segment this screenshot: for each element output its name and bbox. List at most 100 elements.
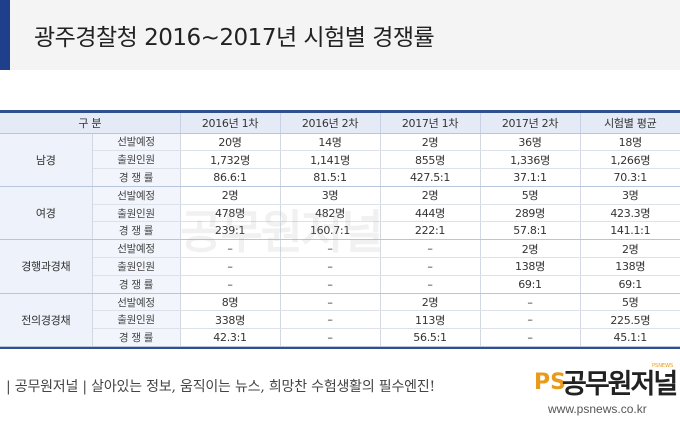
value-cell: 45.1:1 [580, 328, 680, 348]
value-cell: 160.7:1 [280, 221, 381, 241]
value-cell: 5명 [580, 293, 680, 312]
value-cell: 423.3명 [580, 204, 680, 223]
row-label: 선발예정 [92, 293, 181, 312]
value-cell: 1,336명 [480, 150, 581, 170]
table-row: 남경 선발예정 20명 14명 2명 36명 18명 [0, 133, 680, 187]
value-cell: 42.3:1 [180, 328, 281, 348]
value-cell: – [380, 239, 481, 259]
table-header-row: 구 분 2016년 1차 2016년 2차 2017년 1차 2017년 2차 … [0, 113, 680, 134]
row-label: 선발예정 [92, 133, 181, 152]
value-cell: – [380, 257, 481, 276]
header-accent-bar [0, 0, 10, 70]
logo-subtext: PSNEWS [652, 363, 674, 369]
value-cell: 1,266명 [580, 150, 680, 170]
value-cell: 239:1 [180, 221, 281, 241]
value-cell: 37.1:1 [480, 168, 581, 187]
table-row: 전의경경채 선발예정 8명 –2명 –5명 [0, 293, 680, 348]
footer-url: www.psnews.co.kr [548, 402, 647, 416]
value-cell: 855명 [380, 150, 481, 170]
value-cell: 2명 [580, 239, 680, 259]
table-row: 출원인원 478명 482명 444명 289명 423.3명 [0, 204, 680, 223]
page-title: 광주경찰청 2016~2017년 시험별 경쟁률 [34, 25, 435, 51]
value-cell: – [280, 239, 381, 259]
value-cell: 225.5명 [580, 310, 680, 330]
footer-slogan: | 공무원저널 | 살아있는 정보, 움직이는 뉴스, 희망찬 수험생활의 필수… [6, 379, 435, 395]
value-cell: 444명 [380, 204, 481, 223]
header-cell-2017-2: 2017년 2차 [480, 113, 581, 134]
value-cell: 3명 [280, 186, 381, 205]
value-cell: 138명 [580, 257, 680, 276]
table-row: 출원인원 – – –138명 138명 [0, 257, 680, 276]
header-cell-category: 구 분 [0, 113, 181, 134]
table-row: 경 쟁 률 42.3:1–56.5:1–45.1:1 [0, 328, 680, 348]
value-cell: 36명 [480, 133, 581, 152]
group-label: 전의경경채 [0, 293, 93, 348]
table-row: 경 쟁 률 – – –69:1 69:1 [0, 275, 680, 294]
value-cell: 427.5:1 [380, 168, 481, 187]
value-cell: 289명 [480, 204, 581, 223]
value-cell: – [180, 257, 281, 276]
value-cell: 478명 [180, 204, 281, 223]
value-cell: 14명 [280, 133, 381, 152]
header: 광주경찰청 2016~2017년 시험별 경쟁률 [0, 0, 680, 70]
value-cell: 69:1 [480, 275, 581, 294]
row-label: 선발예정 [92, 186, 181, 205]
value-cell: 20명 [180, 133, 281, 152]
row-label: 경 쟁 률 [92, 328, 181, 348]
header-cell-2016-2: 2016년 2차 [280, 113, 381, 134]
table-body: 남경 선발예정 20명 14명 2명 36명 18명 출원인원 1,732명 1,141명 855명… [0, 133, 680, 348]
value-cell: 69:1 [580, 275, 680, 294]
logo-wordmark: 공무원저널 [562, 369, 678, 400]
value-cell: 2명 [380, 133, 481, 152]
value-cell: 57.8:1 [480, 221, 581, 241]
value-cell: 70.3:1 [580, 168, 680, 187]
value-cell: 5명 [480, 186, 581, 205]
row-label: 선발예정 [92, 239, 181, 259]
value-cell: 8명 [180, 293, 281, 312]
value-cell: 81.5:1 [280, 168, 381, 187]
value-cell: 2명 [380, 186, 481, 205]
value-cell: 3명 [580, 186, 680, 205]
table-row: 경행과경채 선발예정 – – –2명 2명 [0, 239, 680, 294]
competition-table: 구 분 2016년 1차 2016년 2차 2017년 1차 2017년 2차 … [0, 113, 680, 348]
group-label: 여경 [0, 186, 93, 241]
value-cell: – [480, 328, 581, 348]
row-label: 경 쟁 률 [92, 221, 181, 241]
table-row: 출원인원 1,732명 1,141명 855명 1,336명 1,266명 [0, 150, 680, 170]
value-cell: 2명 [380, 293, 481, 312]
value-cell: 2명 [480, 239, 581, 259]
value-cell: 1,141명 [280, 150, 381, 170]
group-label: 남경 [0, 133, 93, 187]
value-cell: 141.1:1 [580, 221, 680, 241]
row-label: 출원인원 [92, 310, 181, 330]
table-row: 여경 선발예정 2명 3명 2명 5명 3명 [0, 186, 680, 241]
header-cell-2017-1: 2017년 1차 [380, 113, 481, 134]
value-cell: – [480, 293, 581, 312]
value-cell: – [280, 275, 381, 294]
row-label: 경 쟁 률 [92, 275, 181, 294]
value-cell: 18명 [580, 133, 680, 152]
row-label: 출원인원 [92, 150, 181, 170]
value-cell: 2명 [180, 186, 281, 205]
table-row: 경 쟁 률 86.6:1 81.5:1 427.5:1 37.1:1 70.3:1 [0, 168, 680, 187]
value-cell: 113명 [380, 310, 481, 330]
value-cell: 338명 [180, 310, 281, 330]
value-cell: – [380, 275, 481, 294]
footer: | 공무원저널 | 살아있는 정보, 움직이는 뉴스, 희망찬 수험생활의 필수… [0, 362, 680, 426]
value-cell: – [280, 328, 381, 348]
table-row: 출원인원 338명 –113명 –225.5명 [0, 310, 680, 330]
psnews-logo: PS 공무원저널 PSNEWS [534, 362, 678, 402]
header-cell-2016-1: 2016년 1차 [180, 113, 281, 134]
table-bottom-rule [0, 347, 680, 350]
value-cell: – [280, 257, 381, 276]
row-label: 출원인원 [92, 204, 181, 223]
value-cell: 482명 [280, 204, 381, 223]
value-cell: – [280, 293, 381, 312]
logo-ps-mark: PS [534, 370, 566, 395]
table-row: 경 쟁 률 239:1 160.7:1 222:1 57.8:1 141.1:1 [0, 221, 680, 241]
value-cell: 86.6:1 [180, 168, 281, 187]
value-cell: 1,732명 [180, 150, 281, 170]
group-label: 경행과경채 [0, 239, 93, 294]
row-label: 경 쟁 률 [92, 168, 181, 187]
table-top-rule [0, 110, 680, 113]
